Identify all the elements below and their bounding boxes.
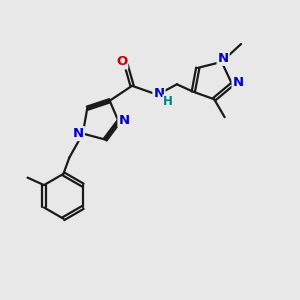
Text: O: O [116,56,127,68]
Text: N: N [73,127,84,140]
Text: N: N [218,52,229,65]
Text: N: N [118,114,130,127]
Text: N: N [232,76,244,89]
Text: H: H [163,95,173,108]
Text: N: N [153,87,164,100]
